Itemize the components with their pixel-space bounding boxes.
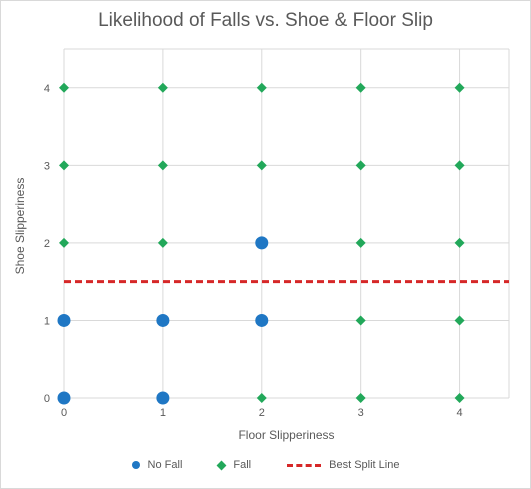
- point-fall-8: [454, 237, 465, 248]
- point-fall-11: [256, 160, 267, 171]
- point-fall-17: [355, 82, 366, 93]
- x-tick-label-3: 3: [358, 407, 364, 419]
- y-axis-label: Shoe Slipperiness: [13, 177, 27, 275]
- legend-label-no-fall: No Fall: [147, 459, 183, 471]
- legend: No Fall Fall Best Split Line: [0, 459, 531, 471]
- legend-swatch-no-fall: [131, 461, 140, 469]
- legend-item-no-fall: No Fall: [131, 459, 183, 471]
- point-no-fall-3: [156, 313, 170, 327]
- point-fall-6: [157, 237, 168, 248]
- legend-label-split-line: Best Split Line: [329, 459, 400, 471]
- point-no-fall-1: [156, 391, 170, 405]
- point-fall-2: [454, 393, 465, 403]
- point-fall-0: [256, 393, 267, 403]
- y-tick-label-4: 4: [44, 83, 50, 95]
- point-fall-18: [454, 82, 465, 93]
- point-fall-7: [355, 237, 366, 248]
- point-fall-13: [454, 160, 465, 171]
- y-tick-label-2: 2: [44, 238, 50, 250]
- point-fall-12: [355, 160, 366, 171]
- legend-swatch-split-line: [287, 463, 322, 467]
- point-fall-5: [59, 237, 69, 248]
- point-fall-14: [59, 82, 69, 93]
- point-fall-3: [355, 315, 366, 326]
- point-fall-1: [355, 393, 366, 403]
- point-no-fall-5: [255, 236, 269, 250]
- x-tick-labels: 0 1 2 3 4: [61, 407, 463, 419]
- y-tick-label-1: 1: [44, 315, 50, 327]
- point-fall-15: [157, 82, 168, 93]
- legend-swatch-fall: [216, 460, 227, 470]
- x-axis-label: Floor Slipperiness: [238, 428, 335, 442]
- point-no-fall-2: [57, 313, 71, 327]
- y-tick-labels: 0 1 2 3 4: [44, 83, 50, 405]
- point-fall-10: [157, 160, 168, 171]
- legend-item-fall: Fall: [216, 459, 252, 471]
- y-tick-label-3: 3: [44, 160, 50, 172]
- x-tick-label-0: 0: [61, 407, 67, 419]
- point-fall-9: [59, 160, 69, 171]
- x-tick-label-1: 1: [160, 407, 166, 419]
- point-fall-16: [256, 82, 267, 93]
- y-tick-label-0: 0: [44, 393, 50, 405]
- legend-item-split-line: Best Split Line: [287, 459, 399, 471]
- legend-label-fall: Fall: [233, 459, 252, 471]
- chart-title: Likelihood of Falls vs. Shoe & Floor Sli…: [98, 10, 433, 31]
- points-layer: [57, 82, 465, 405]
- grid: [63, 48, 510, 399]
- point-no-fall-4: [255, 313, 269, 327]
- x-tick-label-2: 2: [259, 407, 265, 419]
- point-no-fall-0: [57, 391, 71, 405]
- point-fall-4: [454, 315, 465, 326]
- x-tick-label-4: 4: [456, 407, 462, 419]
